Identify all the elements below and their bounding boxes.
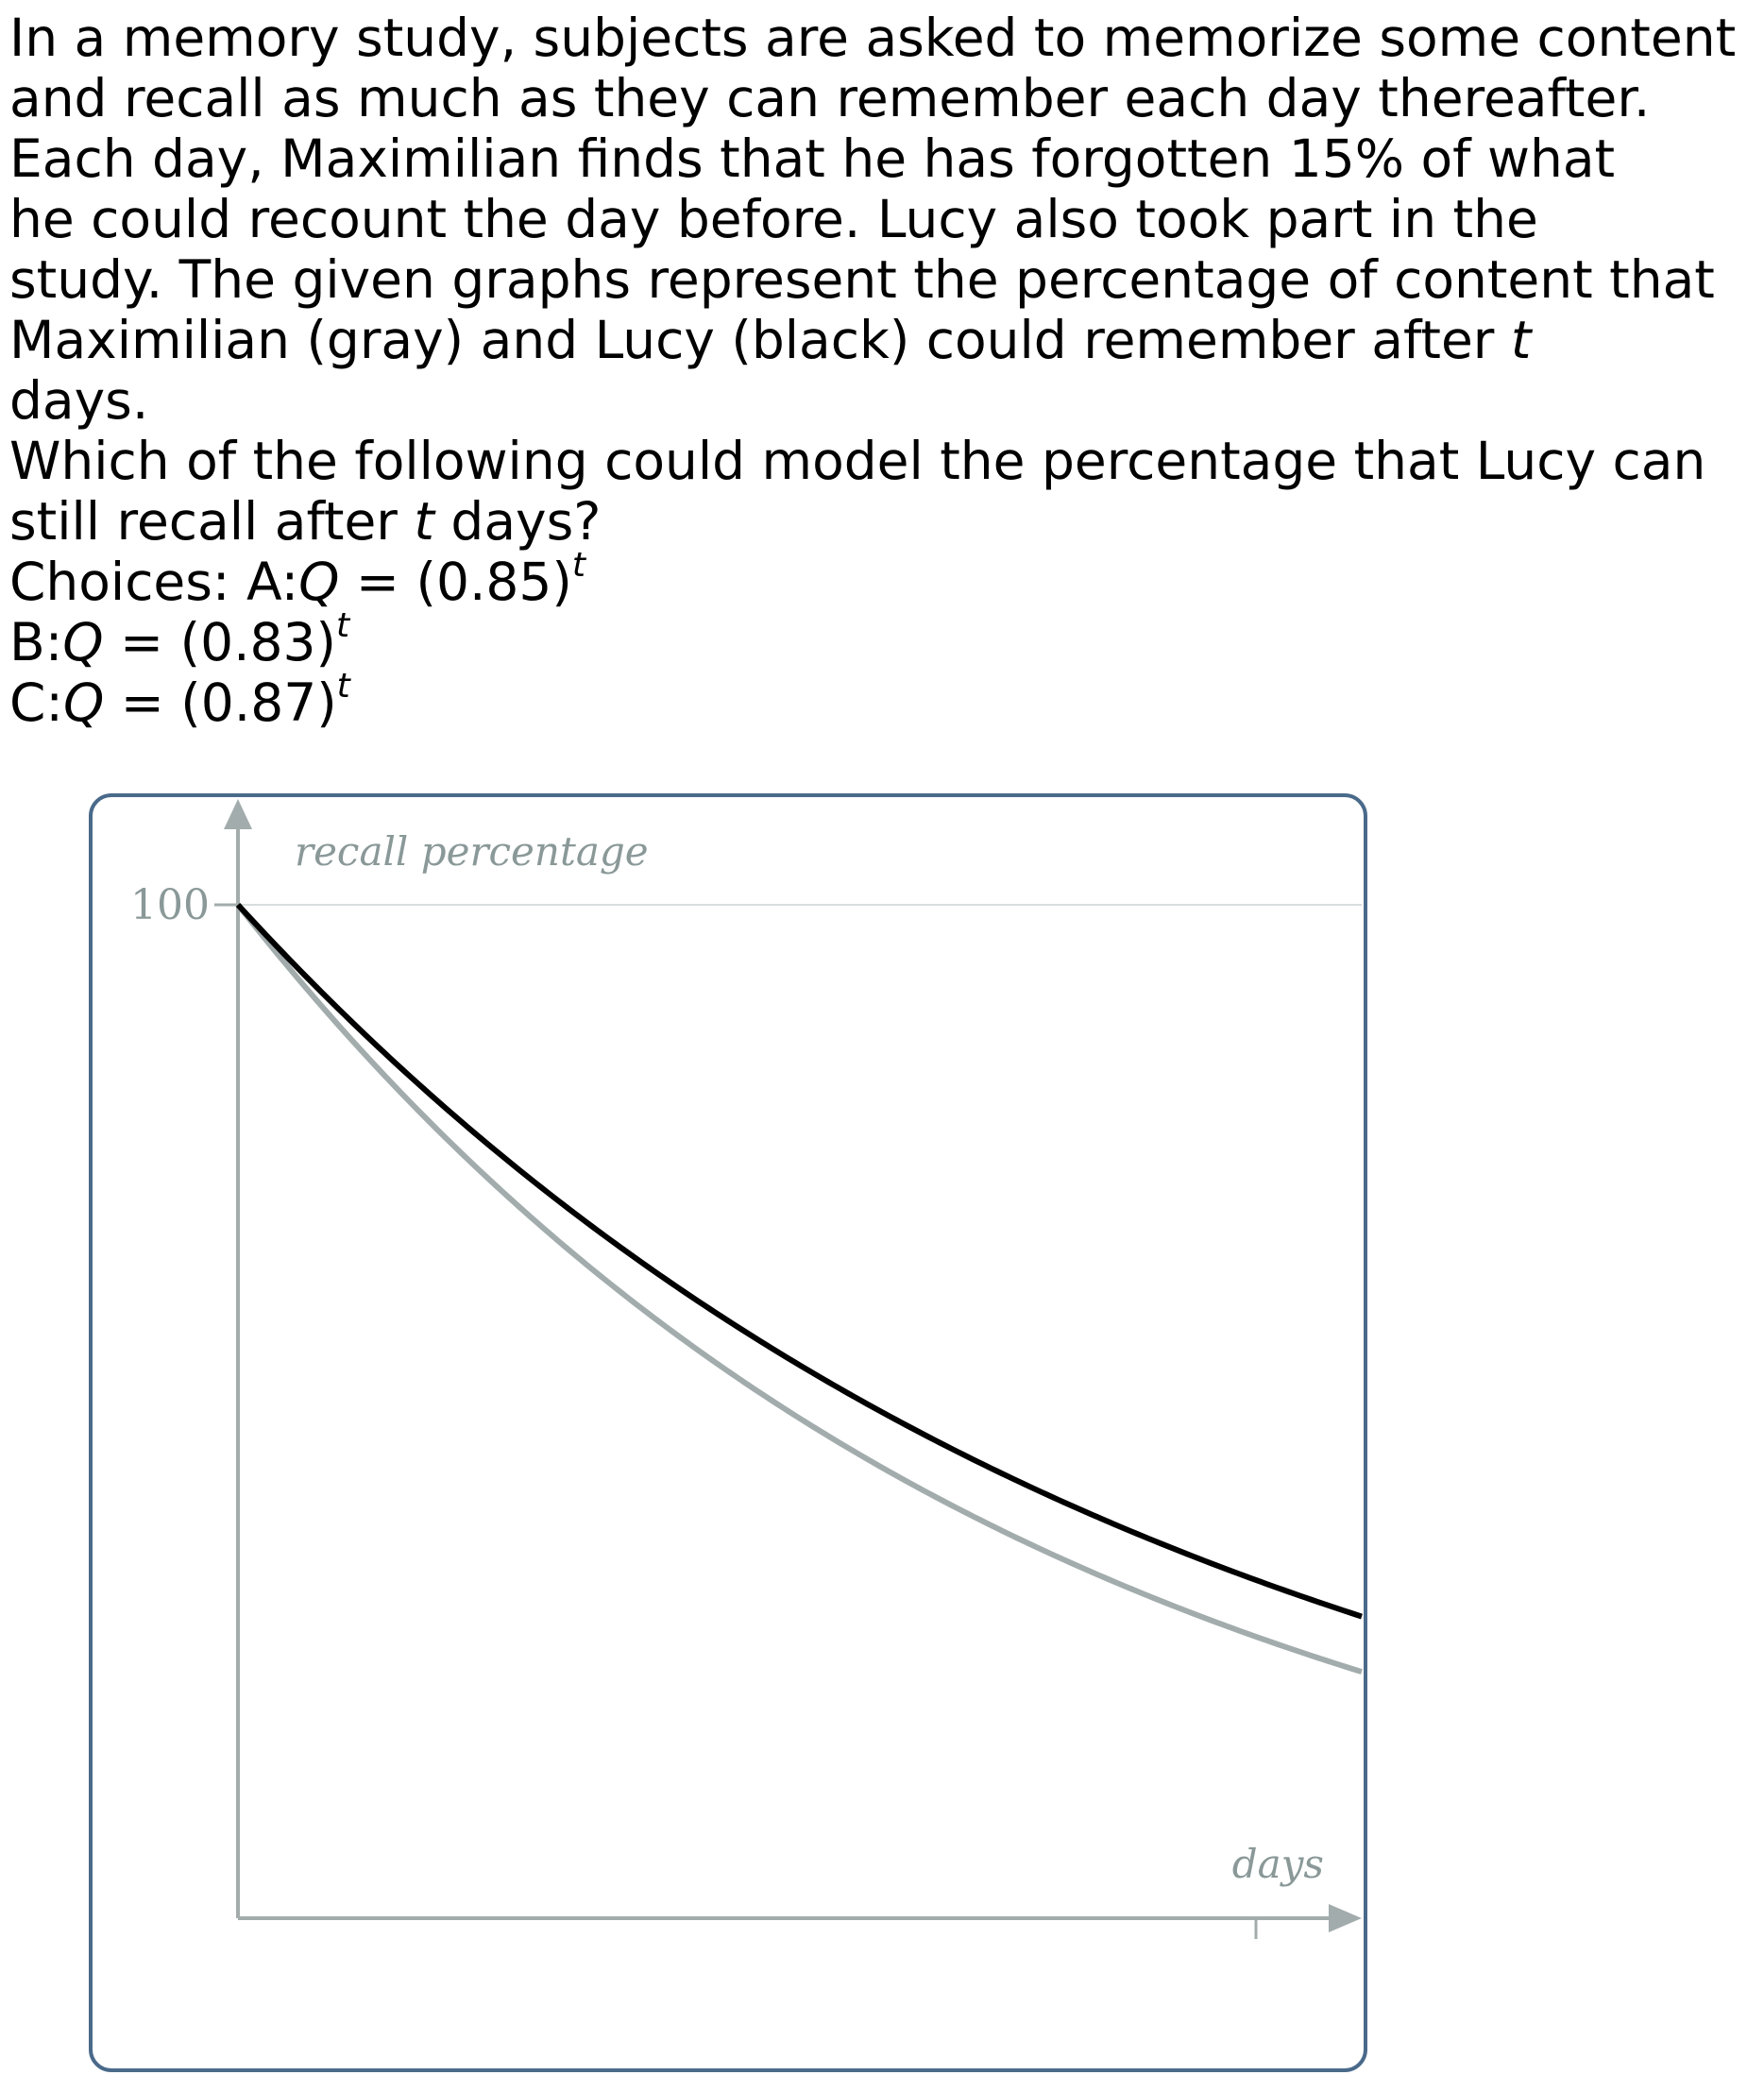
y-axis-label: recall percentage [295,828,649,875]
choices-prefix: Choices: [9,552,246,612]
question-line: he could recount the day before. Lucy al… [9,189,1538,249]
choice-variable: Q [62,672,105,733]
series-line-lucy [235,902,1363,1620]
question-line: days. [9,370,149,431]
question-line: Each day, Maximilian finds that he has f… [9,128,1616,189]
question-line: study. The given graphs represent the pe… [9,249,1715,310]
choice-expression: = (0.87) [104,672,337,733]
choice-a[interactable]: Choices: A:Q = (0.85)t [9,548,1756,612]
x-axis-arrow [1329,1904,1362,1932]
choice-expression: = (0.85) [339,552,572,612]
series-line-maximilian [235,903,1363,1675]
y-tick-label-100: 100 [130,881,210,929]
choice-exponent: t [571,545,585,585]
question-line-text: days? [433,491,602,552]
choice-b[interactable]: B:Q = (0.83)t [9,608,1756,672]
variable-t: t [414,491,434,552]
choice-variable: Q [62,612,104,672]
question-line: Maximilian (gray) and Lucy (black) could… [9,310,1756,370]
question-line-text: still recall after [9,491,415,552]
question-line: Which of the following could model the p… [9,431,1706,491]
x-axis-label: days [1232,1841,1324,1887]
choice-c[interactable]: C:Q = (0.87)t [9,669,1756,733]
chart-frame [89,793,1367,2072]
choice-variable: Q [298,552,340,612]
choice-label: C: [9,672,63,733]
choice-exponent: t [336,666,350,706]
question-line: In a memory study, subjects are asked to… [9,8,1737,68]
recall-graph: 100 recall percentage days [87,791,1371,2076]
choice-expression: = (0.83) [103,612,336,672]
choice-label: A: [246,552,299,612]
y-axis-arrow [224,799,252,829]
choice-label: B: [9,612,63,672]
question-text: In a memory study, subjects are asked to… [9,8,1756,733]
question-line: still recall after t days? [9,491,1756,552]
question-line: and recall as much as they can remember … [9,68,1651,128]
variable-t: t [1510,310,1532,370]
question-line-text: Maximilian (gray) and Lucy (black) could… [9,310,1511,370]
choice-exponent: t [336,605,350,645]
recall-chart-svg: 100 recall percentage days [89,793,1367,2072]
